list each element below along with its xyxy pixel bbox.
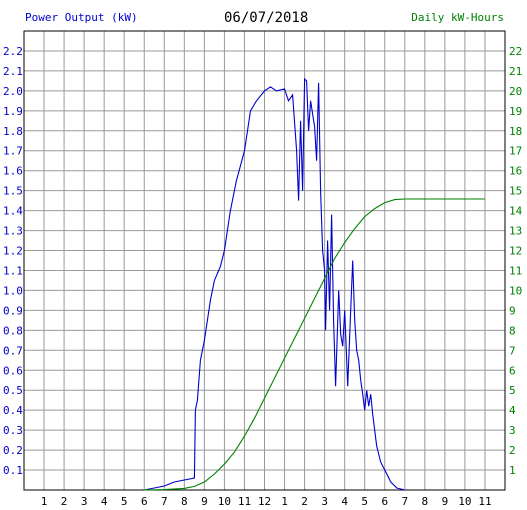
y-right-tick-label: 16 xyxy=(509,165,522,178)
x-tick-label: 9 xyxy=(442,495,449,508)
x-tick-label: 4 xyxy=(341,495,348,508)
y-left-tick-label: 2.2 xyxy=(3,45,23,58)
x-tick-label: 10 xyxy=(458,495,471,508)
right-axis-title: Daily kW-Hours xyxy=(411,11,504,24)
y-right-tick-label: 22 xyxy=(509,45,522,58)
y-left-tick-label: 1.3 xyxy=(3,225,23,238)
y-right-tick-label: 10 xyxy=(509,284,522,297)
y-left-tick-label: 0.4 xyxy=(3,404,23,417)
x-tick-label: 9 xyxy=(201,495,208,508)
y-right-tick-label: 20 xyxy=(509,85,522,98)
x-tick-label: 6 xyxy=(381,495,388,508)
y-left-tick-label: 2.1 xyxy=(3,65,23,78)
y-left-tick-label: 1.9 xyxy=(3,105,23,118)
y-left-tick-label: 1.5 xyxy=(3,185,23,198)
y-right-tick-label: 12 xyxy=(509,245,522,258)
y-left-tick-label: 1.6 xyxy=(3,165,23,178)
y-right-tick-label: 18 xyxy=(509,125,522,138)
x-tick-label: 1 xyxy=(281,495,288,508)
y-right-tick-label: 9 xyxy=(509,304,516,317)
x-tick-label: 8 xyxy=(181,495,188,508)
y-left-tick-label: 0.1 xyxy=(3,464,23,477)
y-left-tick-label: 1.1 xyxy=(3,264,23,277)
x-tick-label: 3 xyxy=(81,495,88,508)
y-right-tick-label: 13 xyxy=(509,225,522,238)
series-line-power-output xyxy=(144,77,405,491)
y-left-tick-label: 1.7 xyxy=(3,145,23,158)
x-tick-label: 11 xyxy=(478,495,491,508)
y-right-tick-label: 19 xyxy=(509,105,522,118)
x-tick-label: 1 xyxy=(41,495,48,508)
x-tick-label: 5 xyxy=(361,495,368,508)
x-tick-label: 4 xyxy=(101,495,108,508)
y-right-tick-label: 15 xyxy=(509,185,522,198)
y-left-tick-label: 0.5 xyxy=(3,384,23,397)
y-left-tick-label: 1.0 xyxy=(3,284,23,297)
left-axis-title: Power Output (kW) xyxy=(25,11,138,24)
x-tick-label: 3 xyxy=(321,495,328,508)
y-right-tick-label: 5 xyxy=(509,384,516,397)
x-tick-label: 2 xyxy=(61,495,68,508)
y-right-tick-label: 8 xyxy=(509,324,516,337)
y-right-tick-label: 7 xyxy=(509,344,516,357)
series-line-daily-kwh xyxy=(144,198,485,491)
y-right-tick-label: 3 xyxy=(509,424,516,437)
y-right-tick-label: 21 xyxy=(509,65,522,78)
y-right-tick-label: 6 xyxy=(509,364,516,377)
x-tick-label: 10 xyxy=(218,495,231,508)
y-right-tick-label: 11 xyxy=(509,264,522,277)
plot-frame xyxy=(23,30,506,491)
y-left-tick-label: 1.4 xyxy=(3,205,23,218)
x-tick-label: 11 xyxy=(238,495,251,508)
y-right-tick-label: 4 xyxy=(509,404,516,417)
y-right-tick-label: 1 xyxy=(509,464,516,477)
y-right-tick-label: 2 xyxy=(509,444,516,457)
y-left-tick-label: 2.0 xyxy=(3,85,23,98)
x-tick-label: 6 xyxy=(141,495,148,508)
y-right-tick-label: 17 xyxy=(509,145,522,158)
x-tick-label: 5 xyxy=(121,495,128,508)
x-tick-label: 2 xyxy=(301,495,308,508)
y-left-tick-label: 0.7 xyxy=(3,344,23,357)
chart-date-title: 06/07/2018 xyxy=(224,10,309,26)
x-tick-label: 7 xyxy=(161,495,168,508)
x-tick-label: 7 xyxy=(401,495,408,508)
y-left-tick-label: 0.8 xyxy=(3,324,23,337)
y-left-tick-label: 0.6 xyxy=(3,364,23,377)
y-left-tick-label: 0.9 xyxy=(3,304,23,317)
x-tick-label: 8 xyxy=(422,495,429,508)
y-left-tick-label: 0.2 xyxy=(3,444,23,457)
y-right-tick-label: 14 xyxy=(509,205,523,218)
x-tick-label: 12 xyxy=(258,495,271,508)
y-left-tick-label: 1.2 xyxy=(3,245,23,258)
y-left-tick-label: 0.3 xyxy=(3,424,23,437)
y-left-tick-label: 1.8 xyxy=(3,125,23,138)
